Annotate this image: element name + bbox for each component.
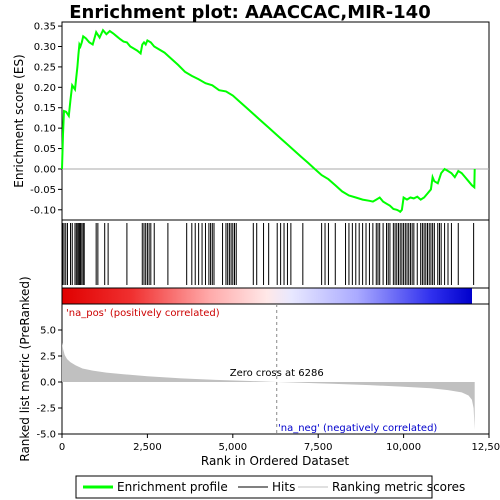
x-tick-label: 2,500 xyxy=(133,442,162,453)
ranking-color-bar xyxy=(62,288,472,304)
es-y-tick-label: 0.20 xyxy=(34,83,56,94)
x-tick-label: 5,000 xyxy=(218,442,247,453)
x-axis-ticks: 0 2,500 5,000 7,500 10,000 12,500 xyxy=(59,434,500,453)
es-y-tick-label: -0.10 xyxy=(30,205,56,216)
ranking-y-tick-label: -5.0 xyxy=(36,430,56,441)
x-tick-label: 12,500 xyxy=(472,442,500,453)
x-tick-label: 7,500 xyxy=(304,442,333,453)
hits-marks xyxy=(62,223,475,285)
es-y-tick-label: 0.05 xyxy=(34,144,56,155)
enrichment-profile-line xyxy=(61,28,476,214)
ranking-metric-area xyxy=(62,342,475,430)
legend-label-ranking: Ranking metric scores xyxy=(332,480,465,494)
es-y-tick-label: 0.25 xyxy=(34,62,56,73)
x-tick-label: 10,000 xyxy=(386,442,421,453)
es-y-axis-label: Enrichment score (ES) xyxy=(12,54,26,187)
pos-correlated-label: 'na_pos' (positively correlated) xyxy=(66,308,220,319)
ranking-y-tick-label: -2.5 xyxy=(36,404,56,415)
es-y-tick-label: 0.00 xyxy=(34,164,56,175)
legend-label-hits: Hits xyxy=(272,480,295,494)
es-panel-frame xyxy=(61,21,490,221)
x-tick-label: 0 xyxy=(59,442,65,453)
es-y-tick-label: 0.10 xyxy=(34,124,56,135)
legend-label-enrichment: Enrichment profile xyxy=(117,480,228,494)
neg-correlated-label: 'na_neg' (negatively correlated) xyxy=(278,423,437,434)
es-y-tick-label: 0.15 xyxy=(34,103,56,114)
chart-title: Enrichment plot: AAACCAC,MIR-140 xyxy=(69,2,431,23)
zero-cross-label: Zero cross at 6286 xyxy=(230,368,324,379)
es-y-tick-label: 0.30 xyxy=(34,42,56,53)
es-y-tick-label: -0.05 xyxy=(30,185,56,196)
hits-panel-frame xyxy=(61,219,490,289)
x-axis-label: Rank in Ordered Dataset xyxy=(201,454,349,468)
es-y-tick-label: 0.35 xyxy=(34,22,56,33)
ranking-y-tick-label: 0.0 xyxy=(40,378,56,389)
es-y-ticks: -0.10 -0.05 0.00 0.05 0.10 0.15 0.20 0.25 0.30 0.… xyxy=(30,22,62,216)
ranking-y-tick-label: 5.0 xyxy=(40,326,56,337)
ranking-y-tick-label: 2.5 xyxy=(40,352,56,363)
ranking-y-axis-label: Ranked list metric (PreRanked) xyxy=(18,276,32,461)
ranking-y-ticks: -5.0 -2.5 0.0 2.5 5.0 xyxy=(36,326,62,441)
